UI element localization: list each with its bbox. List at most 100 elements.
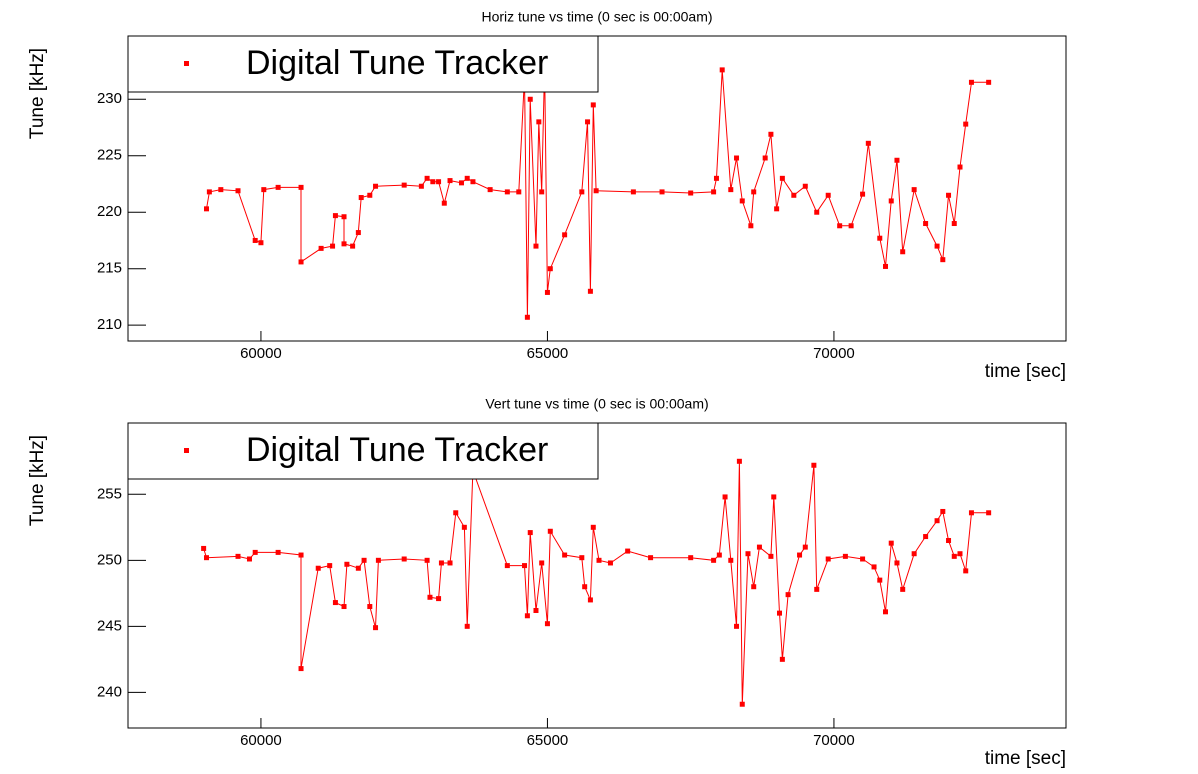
data-point	[427, 594, 433, 600]
data-point	[968, 510, 974, 516]
data-point	[648, 555, 654, 561]
data-point	[946, 538, 952, 544]
x-tick-label: 60000	[240, 345, 282, 362]
data-point	[736, 458, 742, 464]
data-point	[825, 556, 831, 562]
legend-label: Digital Tune Tracker	[246, 431, 548, 469]
data-point	[911, 551, 917, 557]
data-point	[659, 189, 665, 195]
data-point	[860, 191, 866, 197]
data-point	[963, 568, 969, 574]
data-point	[458, 180, 464, 186]
data-point	[527, 530, 533, 536]
data-point	[865, 140, 871, 146]
data-point	[774, 206, 780, 212]
data-point	[298, 259, 304, 265]
data-point	[341, 241, 347, 247]
legend-box	[127, 422, 599, 480]
data-point	[579, 555, 585, 561]
data-point	[716, 552, 722, 558]
data-point	[204, 555, 210, 561]
y-tick-label: 245	[97, 617, 122, 634]
data-point	[373, 625, 379, 631]
data-point	[424, 557, 430, 563]
data-point	[258, 240, 264, 246]
data-point	[318, 245, 324, 251]
data-point	[986, 510, 992, 516]
data-point	[957, 164, 963, 170]
data-point	[825, 192, 831, 198]
data-point	[204, 206, 210, 212]
data-point	[986, 79, 992, 85]
data-point	[447, 178, 453, 184]
data-point	[436, 596, 442, 602]
data-point	[785, 592, 791, 598]
x-tick-label: 70000	[813, 732, 855, 749]
data-point	[373, 183, 379, 189]
data-point	[464, 175, 470, 181]
data-point	[358, 195, 364, 201]
series	[204, 62, 992, 320]
data-point	[344, 561, 350, 567]
legend-label: Digital Tune Tracker	[246, 44, 548, 82]
data-point	[544, 289, 550, 295]
data-point	[438, 560, 444, 566]
legend-marker	[184, 61, 189, 66]
data-point	[587, 597, 593, 603]
y-tick-label: 250	[97, 551, 122, 568]
data-point	[719, 67, 725, 73]
data-point	[745, 551, 751, 557]
data-point	[900, 586, 906, 592]
data-point	[756, 544, 762, 550]
data-point	[327, 563, 333, 569]
data-point	[871, 564, 877, 570]
data-point	[940, 508, 946, 514]
data-point	[771, 494, 777, 500]
data-point	[252, 549, 258, 555]
data-point	[441, 200, 447, 206]
y-tick-label: 255	[97, 485, 122, 502]
data-point	[350, 243, 356, 249]
data-point	[711, 189, 717, 195]
data-point	[957, 551, 963, 557]
data-point	[367, 604, 373, 610]
data-point	[802, 183, 808, 189]
x-axis-label: time [sec]	[985, 748, 1066, 769]
data-point	[464, 623, 470, 629]
data-point	[777, 610, 783, 616]
data-point	[751, 189, 757, 195]
data-point	[418, 183, 424, 189]
data-point	[547, 528, 553, 534]
data-point	[946, 192, 952, 198]
data-point	[590, 102, 596, 108]
data-point	[536, 119, 542, 125]
data-point	[539, 189, 545, 195]
data-point	[504, 189, 510, 195]
data-point	[332, 600, 338, 606]
data-point	[762, 155, 768, 161]
data-point	[470, 179, 476, 185]
data-point	[539, 560, 545, 566]
data-point	[527, 96, 533, 102]
data-point	[607, 560, 613, 566]
data-point	[533, 243, 539, 249]
data-point	[814, 586, 820, 592]
data-point	[877, 577, 883, 583]
data-point	[355, 230, 361, 236]
data-point	[728, 187, 734, 193]
y-axis-label: Tune [kHz]	[27, 435, 48, 526]
data-point	[860, 556, 866, 562]
y-axis-label: Tune [kHz]	[27, 48, 48, 139]
data-point	[298, 184, 304, 190]
data-point	[332, 213, 338, 219]
data-point	[963, 121, 969, 127]
data-point	[768, 553, 774, 559]
data-point	[596, 557, 602, 563]
data-point	[367, 192, 373, 198]
data-point	[797, 552, 803, 558]
data-point	[883, 263, 889, 269]
data-point	[252, 237, 258, 243]
data-point	[355, 565, 361, 571]
data-point	[625, 548, 631, 554]
